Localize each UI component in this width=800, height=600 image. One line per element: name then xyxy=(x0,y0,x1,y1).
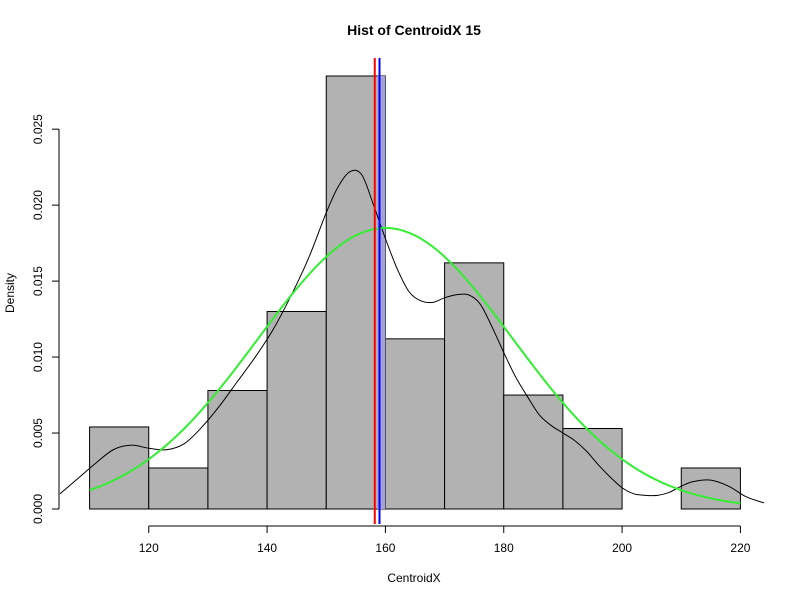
kde-density-curve xyxy=(59,169,765,504)
histogram-bar xyxy=(89,426,150,510)
kde-curve-group xyxy=(59,169,765,504)
x-tick-label: 220 xyxy=(730,541,750,555)
x-tick-label: 200 xyxy=(612,541,632,555)
y-axis-label: Density xyxy=(3,273,17,313)
chart-title: Hist of CentroidX 15 xyxy=(347,22,481,38)
y-tick-label: 0.010 xyxy=(31,342,45,372)
histogram-bar xyxy=(325,75,386,510)
y-tick-label: 0.000 xyxy=(31,494,45,524)
normal-curve-group xyxy=(89,226,741,505)
x-tick-label: 120 xyxy=(139,541,159,555)
x-tick-label: 140 xyxy=(257,541,277,555)
histogram-bar xyxy=(266,310,327,510)
x-axis-label: CentroidX xyxy=(387,571,440,585)
x-axis: 120 140 160 180 200 220 xyxy=(139,525,751,555)
highlight-region xyxy=(377,76,386,509)
normal-fit-curve xyxy=(89,226,741,505)
histogram-bar xyxy=(384,338,446,510)
x-tick-label: 160 xyxy=(375,541,395,555)
histogram-bar xyxy=(562,427,623,510)
x-tick-label: 180 xyxy=(494,541,514,555)
histogram-bar xyxy=(148,467,209,510)
y-axis: 0.000 0.005 0.010 0.015 0.020 0.025 xyxy=(31,114,60,524)
y-tick-label: 0.025 xyxy=(31,114,45,144)
y-tick-label: 0.020 xyxy=(31,190,45,220)
y-tick-label: 0.015 xyxy=(31,266,45,296)
histogram-bar xyxy=(503,394,564,510)
histogram-bars xyxy=(89,75,741,510)
histogram-bar xyxy=(444,262,505,510)
highlight-region-group xyxy=(377,76,386,509)
vertical-lines-group xyxy=(373,58,381,524)
y-tick-label: 0.005 xyxy=(31,418,45,448)
histogram-bar xyxy=(207,389,268,510)
